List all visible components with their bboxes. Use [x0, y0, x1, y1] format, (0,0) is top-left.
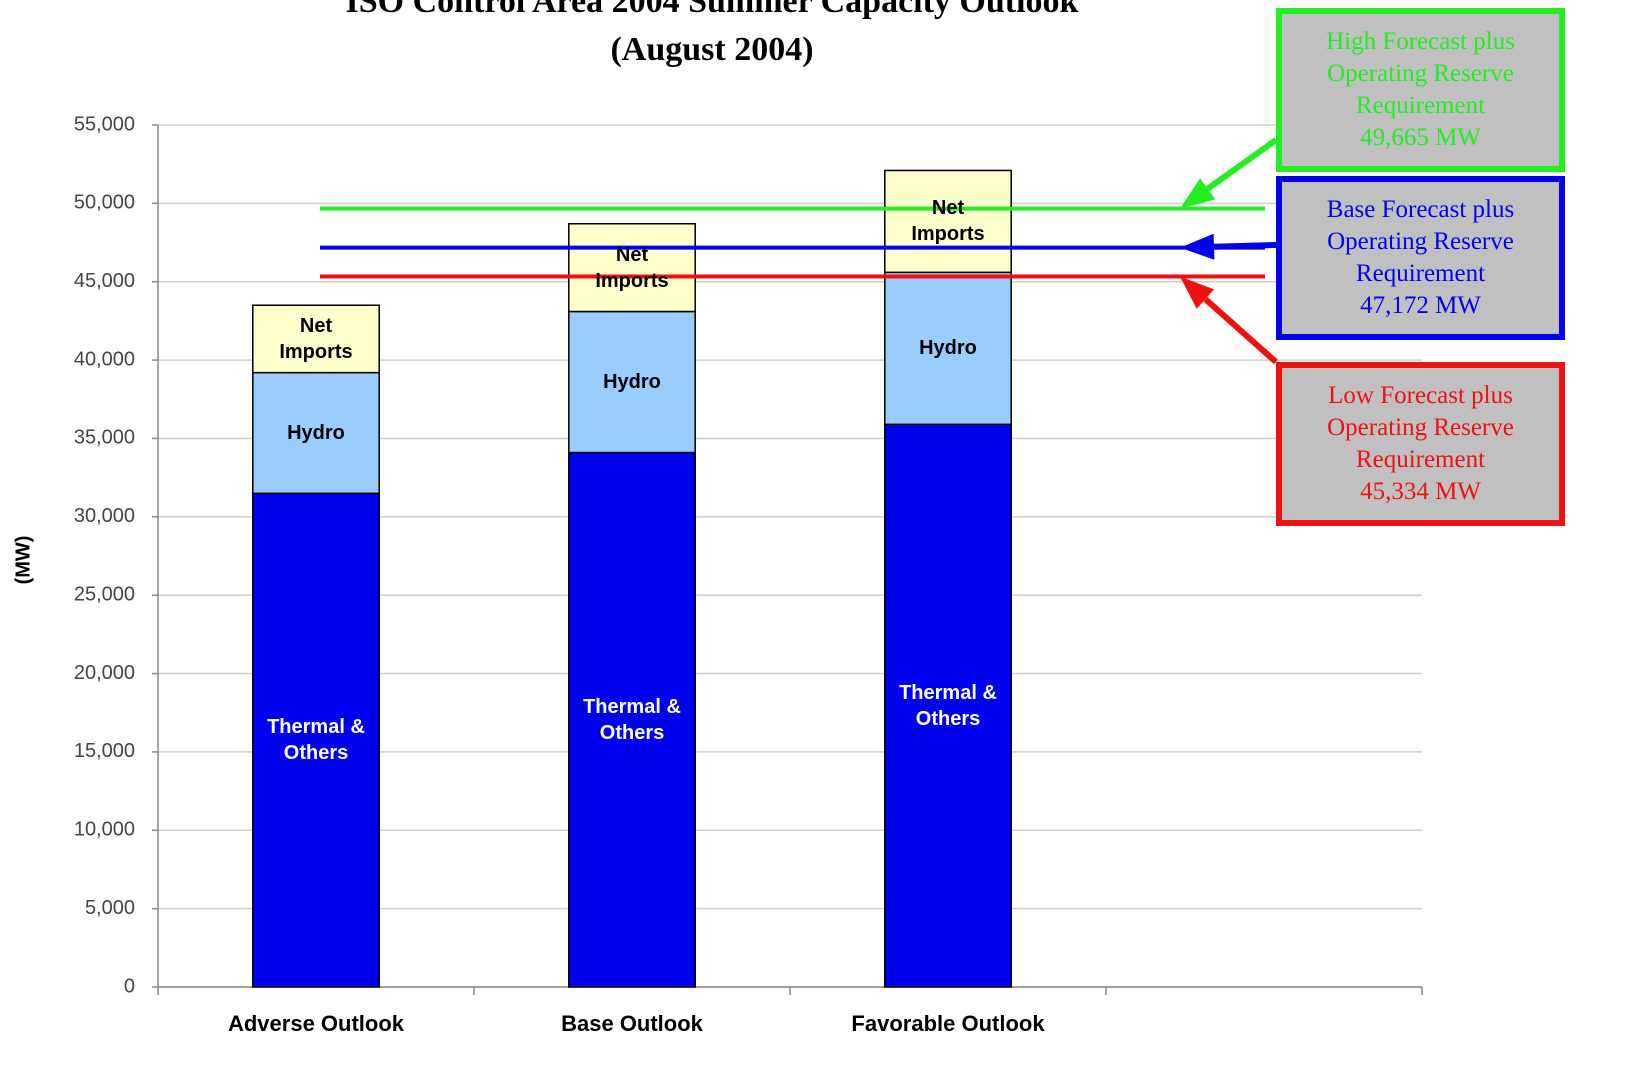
reference-value: 49,665 MW: [1360, 124, 1481, 151]
y-tick-label: 25,000: [74, 583, 135, 605]
reference-box: High Forecast plus Operating Reserve Req…: [1276, 8, 1565, 172]
reference-box: Base Forecast plus Operating Reserve Req…: [1276, 176, 1565, 340]
y-tick-label: 10,000: [74, 819, 135, 841]
y-tick-label: 45,000: [74, 270, 135, 292]
segment-label: Hydro: [287, 421, 345, 444]
bar-segment: [568, 451, 696, 988]
reference-label: High Forecast plus Operating Reserve Req…: [1326, 28, 1515, 119]
segment-label: Thermal & Others: [267, 716, 365, 765]
segment-label: Thermal & Others: [899, 681, 997, 730]
bar-segment: [568, 222, 696, 313]
reference-label: Base Forecast plus Operating Reserve Req…: [1326, 196, 1515, 287]
bar-segment: [252, 304, 380, 374]
segment-label: Thermal & Others: [583, 695, 681, 744]
chart-title: ISO Control Area 2004 Summer Capacity Ou…: [346, 0, 1079, 20]
segment-label: Hydro: [919, 337, 977, 360]
segment-label: Net Imports: [279, 314, 353, 363]
arrow-head: [1180, 233, 1215, 260]
chart-subtitle: (August 2004): [610, 31, 813, 68]
y-tick-label: 50,000: [74, 192, 135, 214]
bar-segment: [884, 271, 1012, 426]
reference-box: Low Forecast plus Operating Reserve Requ…: [1276, 362, 1565, 526]
x-tick-label: Base Outlook: [561, 1011, 704, 1036]
segment-label: Hydro: [603, 371, 661, 394]
reference-value: 47,172 MW: [1360, 292, 1481, 319]
bar-segment: [884, 169, 1012, 274]
arrow-head: [1180, 276, 1215, 309]
arrow-head: [1180, 178, 1216, 209]
y-tick-label: 40,000: [74, 348, 135, 370]
y-tick-label: 55,000: [74, 113, 135, 135]
x-tick-label: Adverse Outlook: [228, 1011, 405, 1036]
y-tick-label: 35,000: [74, 427, 135, 449]
y-tick-label: 0: [124, 975, 135, 997]
bar-segment: [252, 492, 380, 988]
y-tick-label: 15,000: [74, 740, 135, 762]
reference-value: 45,334 MW: [1360, 478, 1481, 505]
segment-label: Net Imports: [595, 243, 669, 292]
y-axis-label: (MW): [12, 536, 34, 585]
bar-segment: [252, 371, 380, 495]
y-tick-label: 5,000: [85, 897, 135, 919]
arrow-shaft: [1203, 296, 1278, 365]
bar-segment: [568, 310, 696, 454]
x-tick-label: Favorable Outlook: [851, 1011, 1045, 1036]
arrow-shaft: [1205, 137, 1278, 192]
segment-label: Net Imports: [911, 197, 985, 246]
reference-label: Low Forecast plus Operating Reserve Requ…: [1327, 382, 1514, 473]
y-tick-label: 30,000: [74, 505, 135, 527]
arrow-shaft: [1213, 242, 1277, 250]
y-tick-label: 20,000: [74, 662, 135, 684]
